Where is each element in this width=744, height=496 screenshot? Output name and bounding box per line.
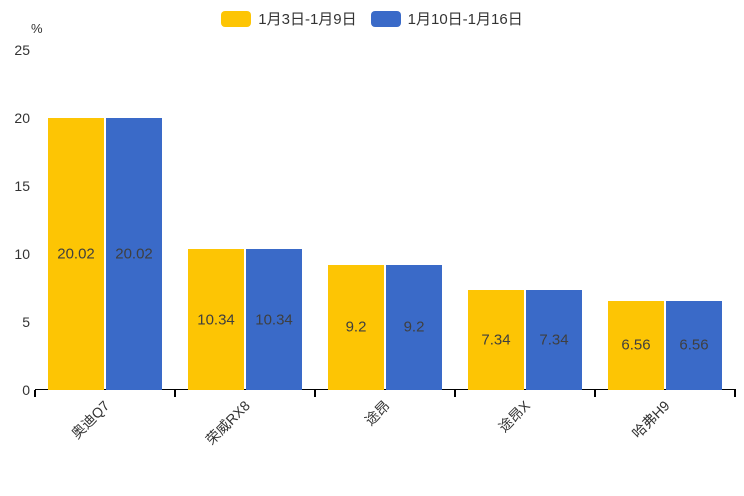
y-tick-label: 20 [14,110,30,126]
bar-series1-4[interactable] [608,300,664,390]
bar-series2-0[interactable] [106,117,162,390]
category-label-0: 奥迪Q7 [68,397,113,442]
legend-swatch-blue [370,10,401,27]
legend-item-series2[interactable]: 1月10日-1月16日 [370,8,523,29]
category-label-1: 荣威RX8 [202,397,253,448]
legend-label-series1: 1月3日-1月9日 [258,11,357,28]
bar-series2-2[interactable] [386,264,442,390]
bar-series2-4[interactable] [666,300,722,390]
bar-series2-3[interactable] [526,290,582,390]
bar-series1-3[interactable] [468,290,524,390]
x-axis-tick [174,390,176,397]
bar-series2-1[interactable] [246,249,302,390]
legend-swatch-yellow [221,10,252,27]
x-axis-line [35,388,736,390]
category-label-3: 途昂X [495,397,533,436]
bar-series1-1[interactable] [188,249,244,390]
bar-series1-0[interactable] [48,117,104,390]
legend-item-series1[interactable]: 1月3日-1月9日 [221,8,357,29]
x-axis-tick [594,390,596,397]
y-tick-label: 0 [22,382,30,398]
category-label-2: 途昂 [361,397,393,429]
x-axis-tick [454,390,456,397]
x-axis-tick [734,390,736,397]
y-tick-label: 5 [22,314,30,330]
y-axis-unit-label: % [31,21,43,36]
legend: 1月3日-1月9日 1月10日-1月16日 [0,8,744,29]
category-label-4: 哈弗H9 [628,397,673,442]
legend-label-series2: 1月10日-1月16日 [407,11,523,28]
bar-series1-2[interactable] [328,264,384,390]
y-tick-label: 10 [14,246,30,262]
y-tick-label: 25 [14,42,30,58]
x-axis-tick [314,390,316,397]
y-tick-label: 15 [14,178,30,194]
x-axis-tick [34,390,36,397]
